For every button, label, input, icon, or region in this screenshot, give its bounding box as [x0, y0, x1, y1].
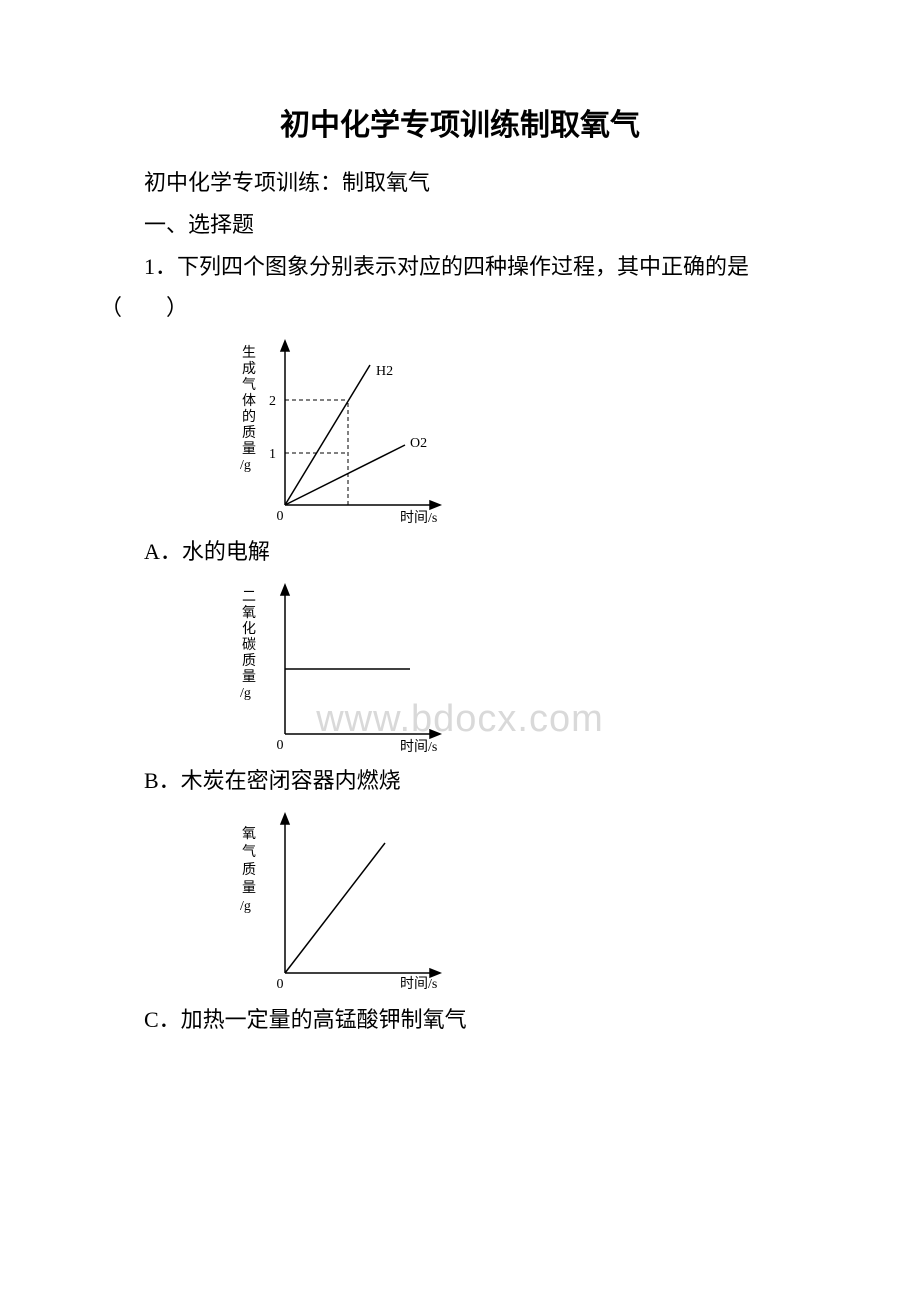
- chart-a-series-h2: H2: [376, 364, 393, 379]
- option-c: C．加热一定量的高锰酸钾制氧气: [100, 999, 820, 1041]
- chart-b: 0 时间/s 二氧化碳质量/g: [240, 579, 820, 754]
- chart-a-ytick-2: 2: [269, 394, 276, 409]
- chart-c-svg: 0 时间/s 氧气质量/g: [240, 808, 450, 993]
- document-content: 初中化学专项训练制取氧气 初中化学专项训练：制取氧气 一、选择题 1．下列四个图…: [100, 100, 820, 1041]
- option-b: B．木炭在密闭容器内燃烧: [100, 760, 820, 802]
- chart-a-ylabel: 生成气体的质量/g: [240, 345, 256, 473]
- chart-b-xlabel: 时间/s: [400, 739, 437, 754]
- chart-c: 0 时间/s 氧气质量/g: [240, 808, 820, 993]
- chart-c-ylabel: 氧气质量/g: [240, 826, 256, 914]
- chart-c-origin: 0: [277, 977, 284, 992]
- question-stem: 1．下列四个图象分别表示对应的四种操作过程，其中正确的是（ ）: [100, 246, 820, 330]
- chart-b-svg: 0 时间/s 二氧化碳质量/g: [240, 579, 450, 754]
- subtitle-text: 初中化学专项训练：制取氧气: [100, 162, 820, 204]
- chart-a-series-o2: O2: [410, 436, 427, 451]
- page-title: 初中化学专项训练制取氧气: [100, 100, 820, 144]
- chart-b-origin: 0: [277, 738, 284, 753]
- chart-a-svg: 2 1 0 H2 O2 时间/s 生成气体的质量/g: [240, 335, 450, 525]
- section-heading: 一、选择题: [100, 204, 820, 246]
- chart-b-ylabel: 二氧化碳质量/g: [240, 590, 256, 701]
- option-a: A．水的电解: [100, 531, 820, 573]
- chart-a-origin: 0: [277, 509, 284, 524]
- chart-a-ytick-1: 1: [269, 447, 276, 462]
- chart-c-xlabel: 时间/s: [400, 976, 437, 992]
- chart-a: 2 1 0 H2 O2 时间/s 生成气体的质量/g: [240, 335, 820, 525]
- chart-a-xlabel: 时间/s: [400, 510, 437, 525]
